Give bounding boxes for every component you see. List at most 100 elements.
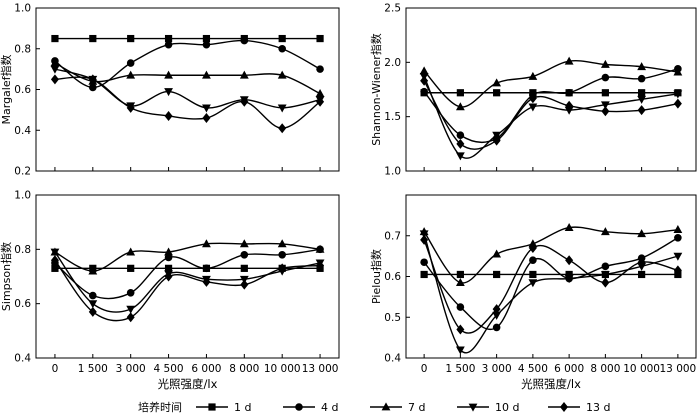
- y-tick-label: 0.8: [14, 244, 31, 256]
- data-point-10d: [600, 101, 610, 110]
- data-point-13d: [420, 234, 429, 245]
- x-tick-label: 1 500: [445, 363, 475, 375]
- data-point-13d: [492, 304, 501, 315]
- data-point-7d: [126, 70, 136, 79]
- x-axis-label: 光照强度/lx: [521, 377, 581, 391]
- panel-simpson: 0.4 0.6 0.8 1.0 0 1 500 3 000 4 500 6 000 8 000 10…: [0, 190, 340, 391]
- data-point-13d: [88, 74, 97, 85]
- legend-marker: [295, 403, 303, 411]
- data-point-7d: [239, 239, 249, 248]
- data-point-7d: [673, 225, 683, 234]
- data-point-10d: [673, 90, 683, 99]
- data-point-4d: [202, 264, 211, 273]
- x-tick-label: 10 000: [264, 363, 301, 375]
- data-point-7d: [455, 278, 465, 287]
- data-point-1d: [202, 34, 211, 43]
- data-point-13d: [88, 306, 97, 317]
- x-tick-label: 3 000: [116, 363, 146, 375]
- data-point-4d: [278, 250, 286, 259]
- y-axis-label: Margalef指数: [0, 55, 13, 125]
- x-tick-label: 1 500: [78, 363, 108, 375]
- x-tick-label: 0: [421, 363, 428, 375]
- x-axis-label: 光照强度/lx: [158, 377, 218, 391]
- data-point-13d: [673, 265, 682, 276]
- legend-marker: [560, 402, 568, 412]
- y-axis-label: Shannon-Wiener指数: [369, 33, 383, 146]
- data-point-7d: [637, 62, 647, 71]
- data-point-7d: [164, 247, 173, 256]
- data-point-10d: [528, 279, 538, 288]
- legend-marker: [381, 402, 391, 411]
- y-tick-label: 0.6: [14, 84, 31, 96]
- data-point-4d: [164, 40, 173, 49]
- legend: 培养时间 1 d 4 d 7 d 10 d 13 d: [138, 400, 610, 414]
- data-point-7d: [88, 266, 98, 275]
- y-axis-label: Pielou指数: [369, 249, 383, 304]
- data-point-13d: [492, 135, 501, 146]
- data-point-7d: [277, 70, 287, 79]
- data-point-7d: [50, 58, 60, 67]
- data-point-1d: [278, 34, 286, 43]
- data-point-13d: [126, 312, 135, 323]
- data-point-1d: [127, 264, 135, 272]
- data-point-13d: [202, 276, 211, 287]
- plot-frame: [35, 194, 340, 359]
- y-tick-label: 0.5: [384, 312, 401, 324]
- data-point-7d: [528, 71, 538, 80]
- data-point-10d: [419, 230, 429, 239]
- data-point-4d: [420, 87, 428, 96]
- data-point-1d: [420, 270, 428, 279]
- data-point-13d: [456, 324, 465, 335]
- data-point-7d: [315, 244, 325, 253]
- data-point-10d: [202, 104, 211, 113]
- data-point-13d: [420, 75, 429, 86]
- data-point-7d: [315, 88, 325, 97]
- y-tick-label: 0.7: [384, 230, 401, 242]
- data-point-4d: [240, 250, 249, 259]
- data-point-7d: [673, 67, 683, 76]
- data-point-10d: [50, 248, 60, 257]
- y-tick-label: 2.0: [384, 57, 401, 69]
- y-tick-label: 0.2: [14, 166, 31, 178]
- data-point-4d: [89, 291, 97, 300]
- data-point-13d: [601, 106, 610, 117]
- data-point-4d: [126, 289, 135, 297]
- data-point-1d: [240, 264, 248, 272]
- data-point-13d: [637, 105, 646, 116]
- data-point-13d: [202, 113, 211, 124]
- data-point-7d: [492, 249, 502, 258]
- y-tick-label: 0.6: [14, 298, 31, 310]
- data-point-7d: [419, 66, 429, 75]
- data-point-4d: [89, 83, 97, 92]
- plot-frame: [405, 7, 697, 172]
- x-tick-label: 4 500: [154, 363, 184, 375]
- data-point-1d: [164, 264, 173, 272]
- data-point-1d: [51, 34, 59, 43]
- panel-pielou: 0.4 0.5 0.6 0.7 0 1 500 3 000 4 500 6 000 8 000 10…: [369, 194, 697, 391]
- legend-marker: [208, 403, 216, 411]
- data-point-1d: [493, 270, 501, 279]
- data-point-7d: [202, 239, 211, 248]
- data-point-13d: [565, 255, 574, 266]
- data-point-4d: [456, 303, 465, 311]
- data-point-13d: [278, 123, 287, 134]
- data-point-13d: [50, 255, 59, 266]
- data-point-13d: [240, 96, 249, 107]
- y-tick-label: 1.0: [14, 190, 31, 202]
- x-tick-label: 8 000: [590, 363, 620, 375]
- data-point-13d: [565, 100, 574, 111]
- data-point-10d: [455, 152, 465, 161]
- data-point-1d: [529, 270, 537, 279]
- data-point-13d: [240, 279, 249, 290]
- data-point-7d: [564, 223, 574, 231]
- data-point-13d: [278, 263, 287, 274]
- y-tick-label: 0.8: [14, 43, 31, 55]
- data-point-10d: [564, 275, 574, 284]
- data-point-10d: [673, 252, 683, 261]
- data-point-1d: [601, 89, 609, 97]
- data-point-4d: [164, 253, 173, 262]
- panel-shannon-wiener: 1.0 1.5 2.0 2.5 Shannon-Wiener指数: [369, 3, 697, 178]
- x-tick-label: 13 000: [302, 363, 339, 375]
- data-point-7d: [600, 59, 610, 68]
